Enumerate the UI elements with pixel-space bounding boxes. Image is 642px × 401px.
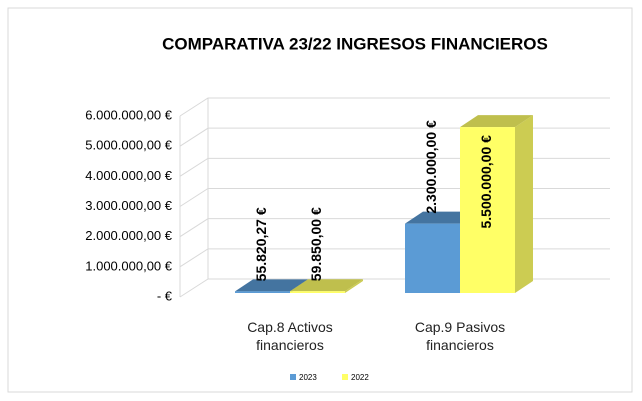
bar-front: [235, 291, 290, 293]
bar-front: [405, 223, 460, 293]
bar-top: [460, 115, 533, 128]
data-label: 55.820,27 €: [253, 207, 269, 281]
bar: [460, 115, 533, 293]
y-tick-label: 5.000.000,00 €: [85, 138, 173, 153]
bar-side: [345, 279, 363, 293]
y-tick-label: - €: [157, 288, 173, 303]
bar-top: [235, 279, 308, 292]
bar-front: [290, 291, 345, 293]
y-tick-label: 2.000.000,00 €: [85, 228, 173, 243]
legend-swatch: [290, 374, 296, 380]
x-tick-label: Cap.9 Pasivos financieros: [414, 319, 506, 353]
legend-label: 2023: [299, 373, 317, 382]
chart-title: COMPARATIVA 23/22 INGRESOS FINANCIEROS: [162, 34, 548, 53]
grid-line: [179, 97, 610, 117]
bar: [290, 279, 363, 293]
y-tick-label: 1.000.000,00 €: [85, 258, 173, 273]
bar-front: [460, 127, 515, 293]
legend-label: 2022: [351, 373, 369, 382]
data-label: 5.500.000,00 €: [478, 135, 494, 229]
bar-side: [515, 115, 533, 293]
y-tick-label: 3.000.000,00 €: [85, 198, 173, 213]
y-tick-label: 6.000.000,00 €: [85, 107, 173, 122]
legend-swatch: [342, 374, 348, 380]
data-label: 2.300.000,00 €: [423, 120, 439, 214]
bar-top: [290, 279, 363, 292]
data-label: 59.850,00 €: [308, 207, 324, 281]
bar-top: [405, 211, 478, 224]
x-tick-label: Cap.8 Activos financieros: [247, 319, 333, 353]
y-tick-label: 4.000.000,00 €: [85, 168, 173, 183]
